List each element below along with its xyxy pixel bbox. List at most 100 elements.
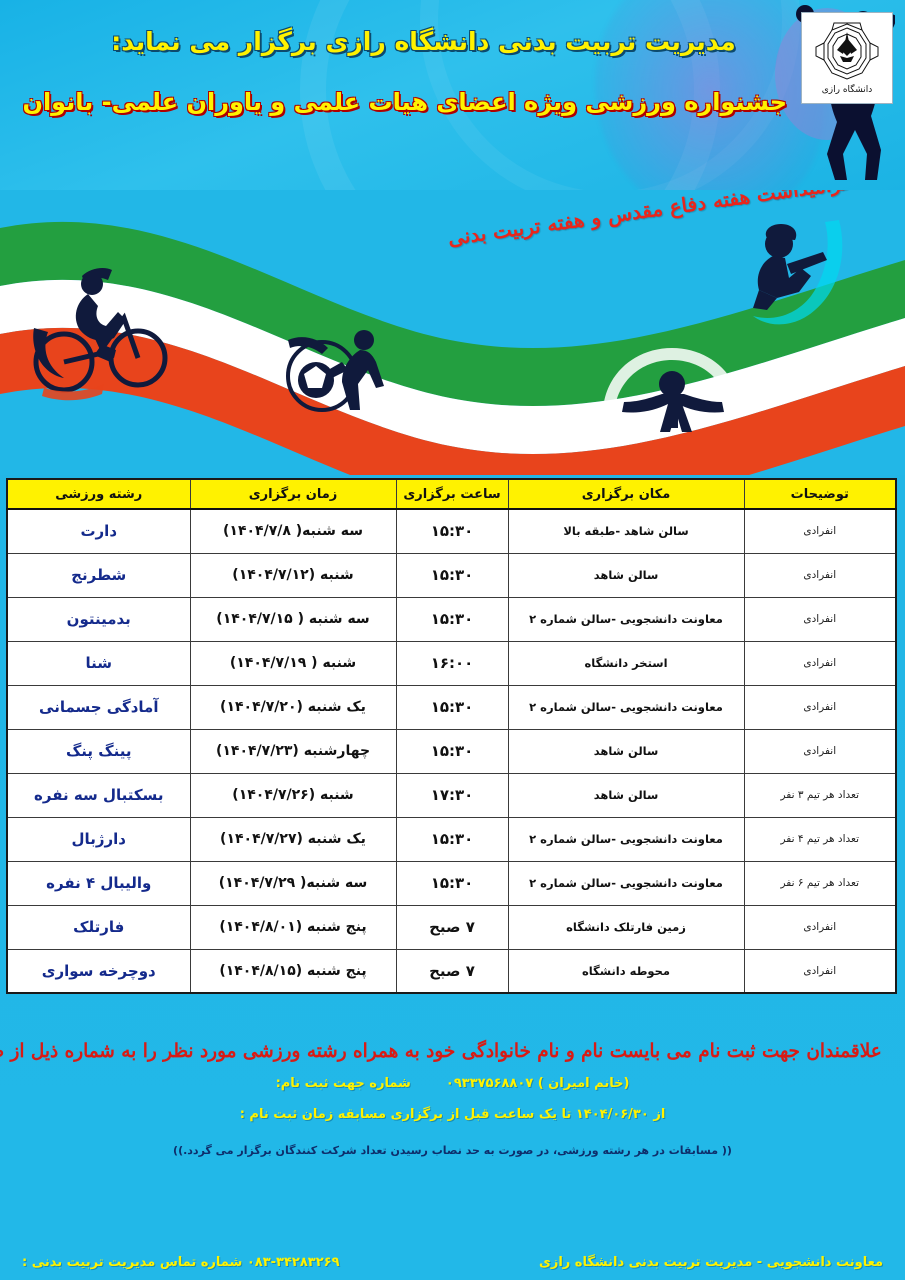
cell-venue: سالن شاهد: [507, 728, 745, 774]
cell-sport: بدمینتون: [6, 596, 191, 642]
cell-time: ۱۵:۳۰: [395, 684, 509, 730]
cell-date: پنج شنبه (۱۴۰۴/۸/۰۱): [189, 904, 397, 950]
footer-signature: معاونت دانشجویی - مدیریت تربیت بدنی دانش…: [538, 1255, 883, 1270]
cell-venue: معاونت دانشجویی -سالن شماره ۲: [507, 684, 745, 730]
column-header-notes: توضیحات: [743, 478, 897, 510]
table-row: انفرادی زمین فارتلک دانشگاه ۷ صبح پنج شنبه …: [6, 904, 897, 950]
cell-sport: دوچرخه سواری: [6, 948, 191, 994]
cell-time: ۱۵:۳۰: [395, 552, 509, 598]
schedule-table-container: توضیحات مکان برگزاری ساعت برگزاری زمان ب…: [6, 478, 897, 994]
poster-header: دانشگاه رازی مدیریت تربیت بدنی دانشگاه ر…: [0, 0, 905, 190]
cell-sport: فارتلک: [6, 904, 191, 950]
cell-date: یک شنبه (۱۴۰۴/۷/۲۰): [189, 684, 397, 730]
schedule-table-body: انفرادی سالن شاهد -طبقه بالا ۱۵:۳۰ سه شنبه(…: [6, 508, 897, 994]
column-header-venue: مکان برگزاری: [507, 478, 745, 510]
cell-time: ۱۵:۳۰: [395, 816, 509, 862]
registration-deadline-label: زمان ثبت نام :: [239, 1107, 334, 1122]
cell-venue: استخر دانشگاه: [507, 640, 745, 686]
cell-date: شنبه (۱۴۰۴/۷/۱۲): [189, 552, 397, 598]
cell-sport: پینگ پنگ: [6, 728, 191, 774]
cell-time: ۱۷:۳۰: [395, 772, 509, 818]
cell-sport: آمادگی جسمانی: [6, 684, 191, 730]
table-row: تعداد هر تیم ۶ نفر معاونت دانشجویی -سالن …: [6, 860, 897, 906]
registration-phone-label: شماره جهت ثبت نام:: [275, 1076, 411, 1091]
cyclist-silhouette-icon: [33, 268, 168, 401]
cell-venue: معاونت دانشجویی -سالن شماره ۲: [507, 596, 745, 642]
table-row: انفرادی استخر دانشگاه ۱۶:۰۰ شنبه ( ۱۴۰۴/۷/۱…: [6, 640, 897, 686]
table-row: انفرادی سالن شاهد ۱۵:۳۰ چهارشنبه (۱۴۰۴/۷/۲۳…: [6, 728, 897, 774]
cell-date: شنبه ( ۱۴۰۴/۷/۱۹): [189, 640, 397, 686]
footer-instruction-calligraphy: علاقمندان جهت ثبت نام می بایست نام و نام…: [0, 1040, 882, 1062]
table-row: انفرادی سالن شاهد ۱۵:۳۰ شنبه (۱۴۰۴/۷/۱۲) شطر…: [6, 552, 897, 598]
cell-venue: سالن شاهد: [507, 772, 745, 818]
table-row: انفرادی معاونت دانشجویی -سالن شماره ۲ ۱۵:۳…: [6, 596, 897, 642]
cell-notes: انفرادی: [743, 552, 897, 598]
footer-contact-phone: ۰۸۳-۳۴۲۸۳۲۶۹: [246, 1255, 340, 1270]
header-text-block: مدیریت تربیت بدنی دانشگاه رازی برگزار می…: [22, 26, 787, 118]
cell-date: چهارشنبه (۱۴۰۴/۷/۲۳): [189, 728, 397, 774]
cell-notes: تعداد هر تیم ۶ نفر: [743, 860, 897, 906]
footer-condition-note: (( مسابقات در هر رشته ورزشی، در صورت به …: [173, 1144, 732, 1157]
cell-notes: انفرادی: [743, 508, 897, 554]
registration-phone-number: ۰۹۳۳۷۵۶۸۸۰۷: [445, 1076, 534, 1091]
cell-notes: تعداد هر تیم ۴ نفر: [743, 816, 897, 862]
header-title-line1: مدیریت تربیت بدنی دانشگاه رازی برگزار می…: [111, 27, 736, 56]
footer-bottom-bar: معاونت دانشجویی - مدیریت تربیت بدنی دانش…: [0, 1255, 905, 1270]
cell-time: ۷ صبح: [395, 948, 509, 994]
logo-caption: دانشگاه رازی: [821, 84, 873, 95]
razi-university-logo: دانشگاه رازی: [801, 12, 893, 104]
schedule-table: توضیحات مکان برگزاری ساعت برگزاری زمان ب…: [6, 478, 897, 994]
cell-venue: زمین فارتلک دانشگاه: [507, 904, 745, 950]
registration-phone-row: (خانم امیران ) ۰۹۳۳۷۵۶۸۸۰۷ شماره جهت ثبت…: [0, 1076, 905, 1091]
footer-contact-label: شماره تماس مدیریت تربیت بدنی :: [22, 1255, 243, 1270]
cell-venue: سالن شاهد: [507, 552, 745, 598]
cell-date: یک شنبه (۱۴۰۴/۷/۲۷): [189, 816, 397, 862]
cell-notes: انفرادی: [743, 904, 897, 950]
cell-date: پنج شنبه (۱۴۰۴/۸/۱۵): [189, 948, 397, 994]
column-header-date: زمان برگزاری: [189, 478, 397, 510]
table-header-row: توضیحات مکان برگزاری ساعت برگزاری زمان ب…: [6, 478, 897, 510]
cell-notes: انفرادی: [743, 640, 897, 686]
cell-time: ۱۶:۰۰: [395, 640, 509, 686]
table-row: تعداد هر تیم ۳ نفر سالن شاهد ۱۷:۳۰ شنبه (۱۴…: [6, 772, 897, 818]
cell-time: ۱۵:۳۰: [395, 728, 509, 774]
cell-venue: معاونت دانشجویی -سالن شماره ۲: [507, 860, 745, 906]
column-header-sport: رشته ورزشی: [6, 478, 191, 510]
table-row: انفرادی محوطه دانشگاه ۷ صبح پنج شنبه (۱۴۰۴/…: [6, 948, 897, 994]
cell-notes: تعداد هر تیم ۳ نفر: [743, 772, 897, 818]
footer-contact-block: ۰۸۳-۳۴۲۸۳۲۶۹ شماره تماس مدیریت تربیت بدن…: [22, 1255, 340, 1270]
cell-notes: انفرادی: [743, 948, 897, 994]
cell-sport: شنا: [6, 640, 191, 686]
flag-wave-band: گرامیداشت هفته دفاع مقدس و هفته تربیت بد…: [0, 190, 905, 475]
table-row: انفرادی معاونت دانشجویی -سالن شماره ۲ ۱۵:۳…: [6, 684, 897, 730]
cell-notes: انفرادی: [743, 728, 897, 774]
registration-deadline-value: از ۱۴۰۴/۰۶/۳۰ تا یک ساعت قبل از برگزاری …: [337, 1107, 666, 1122]
cell-date: سه شنبه( ۱۴۰۴/۷/۸): [189, 508, 397, 554]
cell-date: شنبه (۱۴۰۴/۷/۲۶): [189, 772, 397, 818]
registration-deadline-row: از ۱۴۰۴/۰۶/۳۰ تا یک ساعت قبل از برگزاری …: [0, 1107, 905, 1122]
soldier-silhouette-icon: [753, 220, 843, 325]
cell-time: ۱۵:۳۰: [395, 860, 509, 906]
column-header-time: ساعت برگزاری: [395, 478, 509, 510]
header-blob-decoration: [595, 0, 825, 190]
cell-notes: انفرادی: [743, 596, 897, 642]
cell-date: سه شنبه ( ۱۴۰۴/۷/۱۵): [189, 596, 397, 642]
registration-contact-name: (خانم امیران ): [537, 1076, 630, 1091]
cell-date: سه شنبه( ۱۴۰۴/۷/۲۹): [189, 860, 397, 906]
table-row: تعداد هر تیم ۴ نفر معاونت دانشجویی -سالن …: [6, 816, 897, 862]
cell-time: ۷ صبح: [395, 904, 509, 950]
cell-sport: والیبال ۴ نفره: [6, 860, 191, 906]
cell-venue: سالن شاهد -طبقه بالا: [507, 508, 745, 554]
cell-sport: بسکتبال سه نفره: [6, 772, 191, 818]
cell-sport: شطرنج: [6, 552, 191, 598]
soccer-player-silhouette-icon: [286, 330, 384, 412]
cell-venue: معاونت دانشجویی -سالن شماره ۲: [507, 816, 745, 862]
cell-time: ۱۵:۳۰: [395, 508, 509, 554]
cell-venue: محوطه دانشگاه: [507, 948, 745, 994]
table-row: انفرادی سالن شاهد -طبقه بالا ۱۵:۳۰ سه شنبه(…: [6, 508, 897, 554]
cell-notes: انفرادی: [743, 684, 897, 730]
cell-sport: دارت: [6, 508, 191, 554]
swimmer-silhouette-icon: [604, 348, 740, 432]
logo-mark-icon: [815, 22, 879, 80]
